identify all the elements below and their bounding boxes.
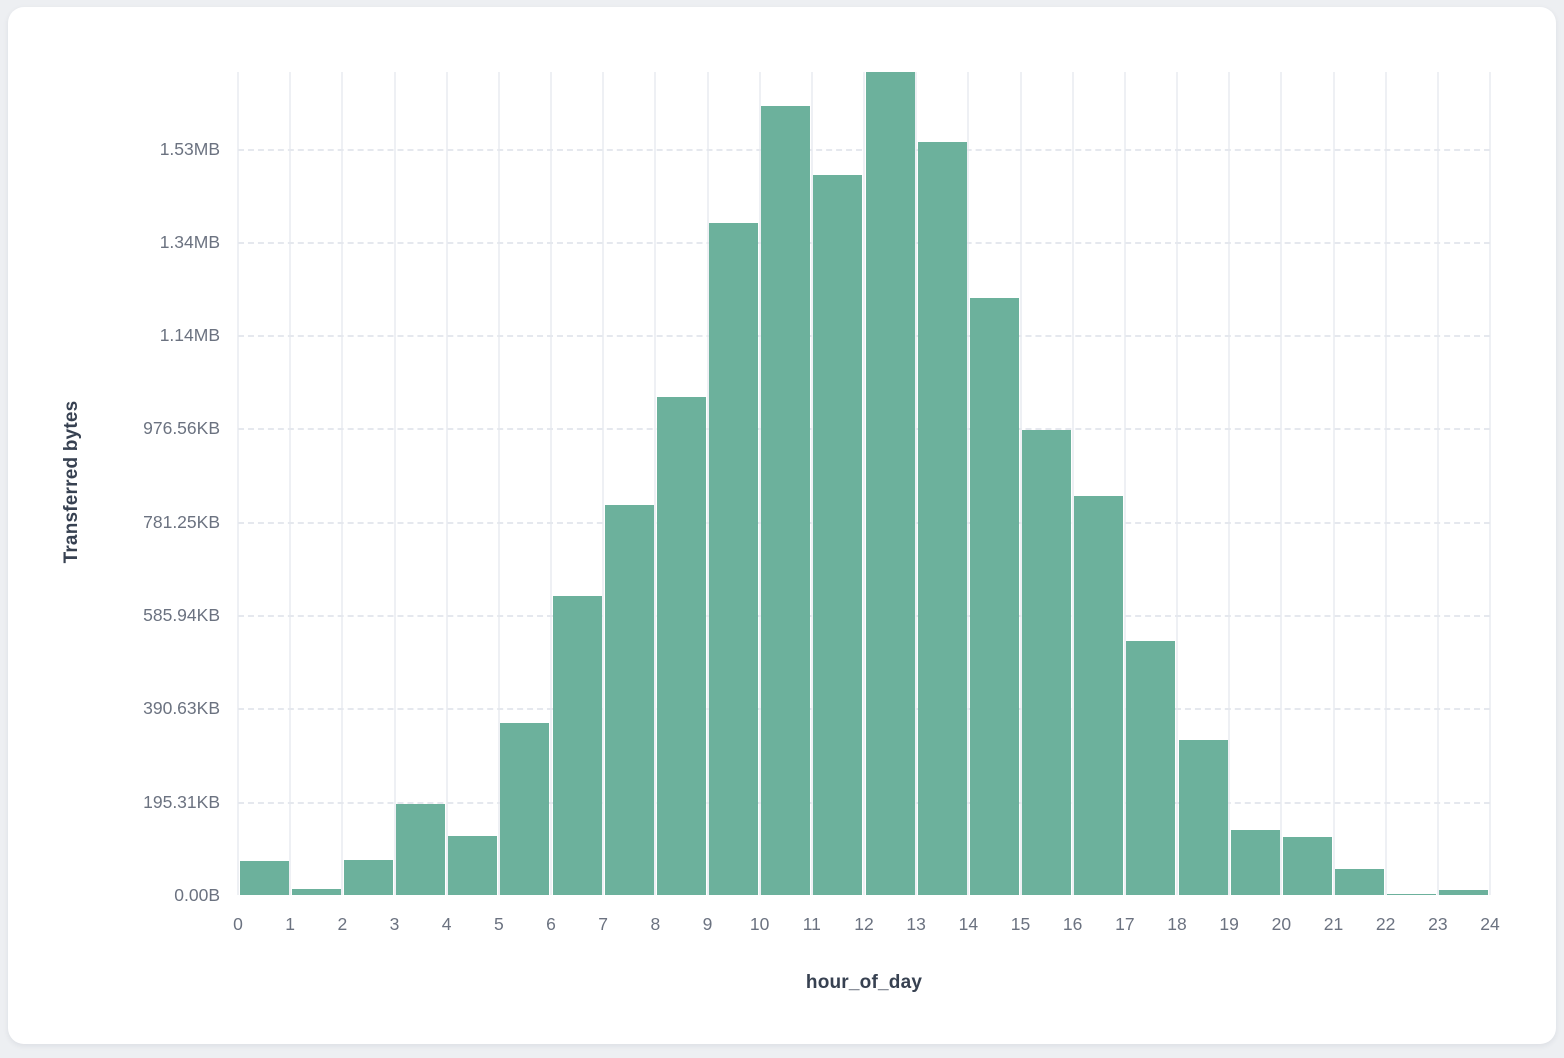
bar-hour-12[interactable]	[865, 72, 915, 895]
v-gridline	[706, 72, 709, 895]
v-gridline	[550, 72, 552, 895]
x-tick-label: 20	[1271, 914, 1292, 934]
x-tick-label: 3	[389, 914, 400, 934]
v-gridline	[445, 72, 448, 895]
bar-hour-16[interactable]	[1074, 495, 1124, 895]
x-tick-label: 24	[1480, 914, 1500, 934]
v-gridline	[915, 72, 918, 895]
bar-hour-20[interactable]	[1282, 836, 1332, 895]
bar-hour-7[interactable]	[604, 504, 654, 895]
y-tick-label: 1.53MB	[159, 138, 220, 159]
v-gridline	[810, 72, 813, 895]
bar-hour-10[interactable]	[761, 106, 811, 895]
x-tick-label: 14	[958, 914, 979, 934]
transferred-bytes-histogram: Transferred bytes hour_of_day 0.00B 195.3…	[8, 7, 1556, 1044]
v-gridline	[602, 72, 605, 895]
y-tick-label: 1.34MB	[159, 231, 220, 252]
x-tick-label: 5	[493, 914, 504, 934]
bar-hour-18[interactable]	[1178, 739, 1228, 895]
v-gridline	[497, 72, 500, 895]
bar-hour-19[interactable]	[1230, 830, 1280, 895]
y-tick-label: 781.25KB	[143, 511, 220, 532]
x-tick-label: 8	[650, 914, 661, 934]
bar-hour-0[interactable]	[239, 861, 289, 895]
bar-hour-11[interactable]	[813, 175, 863, 895]
x-tick-label: 7	[598, 914, 609, 934]
h-gridline	[238, 335, 1490, 338]
x-tick-label: 6	[546, 914, 556, 934]
bar-hour-14[interactable]	[969, 298, 1019, 895]
v-gridline	[393, 72, 396, 895]
x-tick-label: 19	[1219, 914, 1239, 934]
bar-hour-15[interactable]	[1022, 429, 1072, 895]
x-tick-label: 10	[749, 914, 770, 934]
plot-area	[237, 72, 1491, 895]
chart-card: Transferred bytes hour_of_day 0.00B 195.3…	[8, 7, 1556, 1044]
v-gridline	[1019, 72, 1022, 895]
v-gridline	[1123, 72, 1126, 895]
bar-hour-5[interactable]	[500, 722, 550, 895]
v-gridline	[1436, 72, 1439, 895]
x-tick-label: 16	[1062, 914, 1083, 934]
h-gridline	[238, 801, 1490, 804]
bar-hour-17[interactable]	[1126, 640, 1176, 895]
x-tick-label: 11	[802, 914, 821, 934]
v-gridline	[289, 72, 292, 895]
bar-hour-21[interactable]	[1335, 868, 1385, 895]
x-tick-label: 13	[906, 914, 926, 934]
x-axis-title: hour_of_day	[805, 972, 923, 993]
h-gridline	[238, 148, 1490, 151]
x-tick-label: 9	[702, 914, 713, 934]
v-gridline	[1071, 72, 1074, 895]
v-gridline	[1489, 72, 1491, 895]
x-tick-label: 22	[1375, 914, 1396, 934]
x-tick-label: 21	[1323, 914, 1344, 934]
h-gridline	[238, 708, 1490, 711]
v-gridline	[341, 72, 344, 895]
v-gridline	[1384, 72, 1387, 895]
v-gridline	[1332, 72, 1335, 895]
h-gridline	[238, 241, 1490, 244]
y-tick-label: 390.63KB	[143, 698, 220, 719]
v-gridline	[1176, 72, 1178, 895]
x-tick-label: 1	[285, 914, 296, 934]
bar-hour-1[interactable]	[291, 888, 341, 895]
bar-hour-8[interactable]	[656, 396, 706, 895]
v-gridline	[1280, 72, 1283, 895]
x-tick-label: 15	[1010, 914, 1031, 934]
x-tick-label: 18	[1167, 914, 1187, 934]
x-tick-label: 17	[1115, 914, 1135, 934]
v-gridline	[967, 72, 970, 895]
x-tick-label: 12	[854, 914, 874, 934]
bar-hour-3[interactable]	[396, 803, 446, 895]
v-gridline	[654, 72, 657, 895]
y-tick-label: 195.31KB	[143, 791, 220, 812]
y-tick-label: 585.94KB	[143, 605, 220, 626]
bar-hour-2[interactable]	[343, 859, 393, 895]
bar-hour-23[interactable]	[1439, 890, 1489, 895]
y-tick-label: 1.14MB	[159, 325, 220, 346]
bar-hour-6[interactable]	[552, 595, 602, 895]
v-gridline	[863, 72, 865, 895]
bar-hour-4[interactable]	[448, 836, 498, 895]
bar-hour-13[interactable]	[917, 142, 967, 895]
h-gridline	[238, 428, 1490, 431]
bar-hour-9[interactable]	[709, 222, 759, 895]
y-tick-label: 0.00B	[174, 885, 220, 905]
h-gridline	[238, 521, 1490, 524]
h-gridline	[238, 615, 1490, 618]
bar-hour-22[interactable]	[1387, 893, 1437, 895]
x-tick-label: 2	[337, 914, 348, 934]
v-gridline	[237, 72, 239, 895]
v-gridline	[758, 72, 761, 895]
x-tick-label: 4	[441, 914, 452, 934]
v-gridline	[1228, 72, 1231, 895]
x-tick-label: 23	[1428, 914, 1448, 934]
y-tick-label: 976.56KB	[143, 418, 220, 439]
x-tick-label: 0	[233, 914, 243, 934]
